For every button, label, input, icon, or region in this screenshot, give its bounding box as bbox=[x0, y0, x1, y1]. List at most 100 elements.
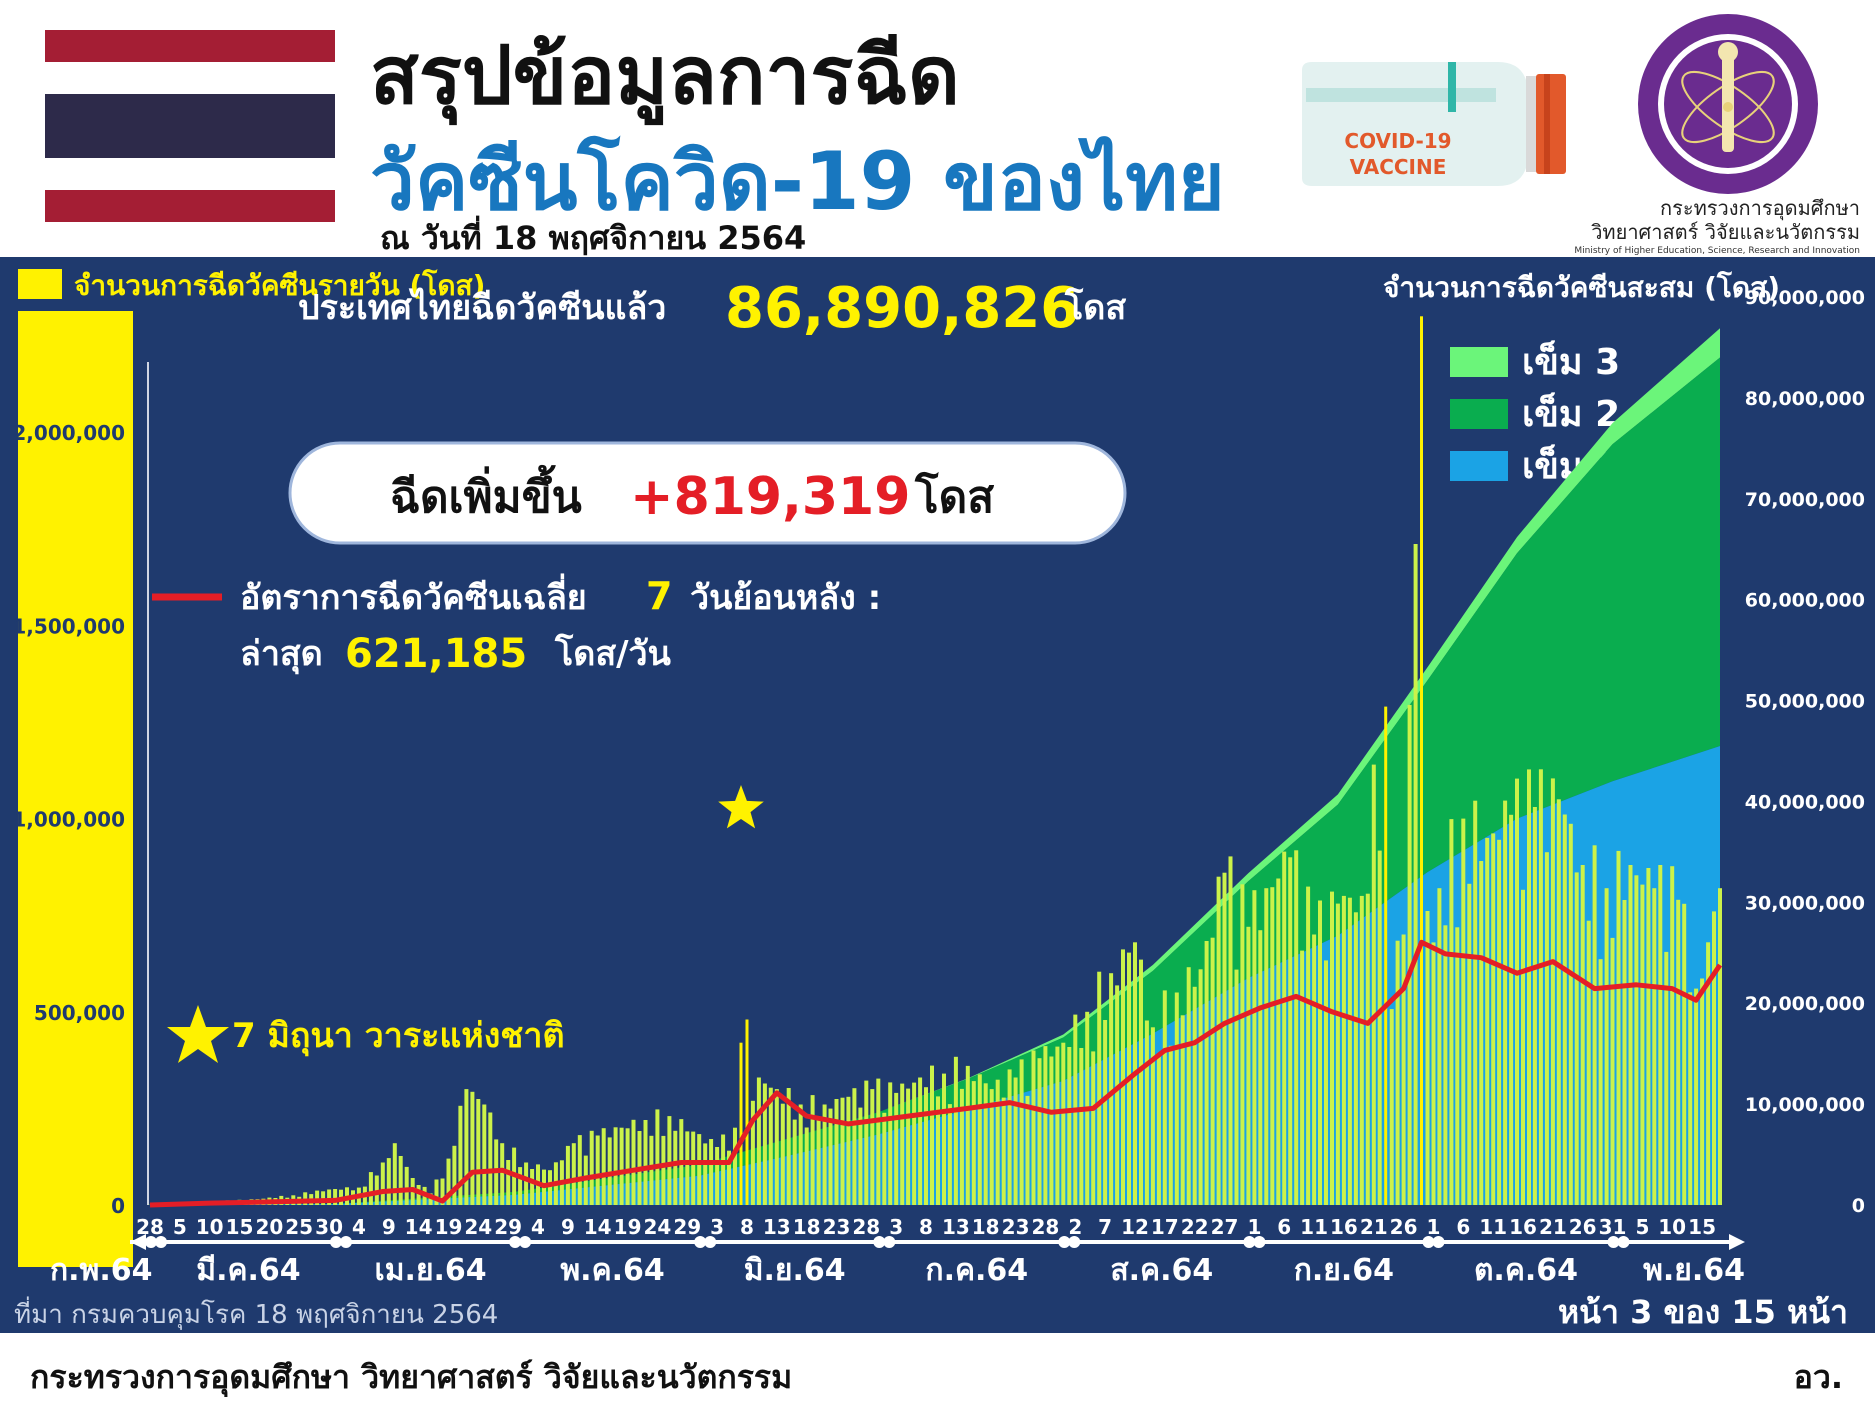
daily-bar bbox=[750, 1100, 755, 1205]
x-tick-label: 21 bbox=[1360, 1215, 1388, 1239]
month-boundary-dot bbox=[519, 1236, 532, 1248]
increase-value: +819,319 bbox=[630, 467, 910, 527]
daily-bar bbox=[1401, 934, 1406, 1205]
x-tick-label: 8 bbox=[919, 1215, 933, 1239]
x-tick-label: 10 bbox=[196, 1215, 224, 1239]
daily-bar bbox=[1485, 837, 1490, 1205]
daily-bar bbox=[1592, 845, 1597, 1205]
right-tick-label: 60,000,000 bbox=[1745, 590, 1865, 612]
footer-ministry: กระทรวงการอุดมศึกษา วิทยาศาสตร์ วิจัยและ… bbox=[30, 1358, 793, 1396]
x-tick-label: 14 bbox=[405, 1215, 433, 1239]
daily-bar bbox=[977, 1074, 982, 1205]
daily-bar bbox=[530, 1169, 535, 1205]
daily-bar bbox=[1139, 959, 1143, 1205]
x-tick-label: 9 bbox=[561, 1215, 575, 1239]
daily-bar bbox=[1646, 868, 1651, 1205]
month-label: มิ.ย.64 bbox=[744, 1253, 846, 1288]
x-tick-label: 13 bbox=[763, 1215, 791, 1239]
daily-bar bbox=[983, 1083, 988, 1205]
daily-bar bbox=[1079, 1048, 1084, 1205]
x-tick-label: 11 bbox=[1300, 1215, 1328, 1239]
month-boundary-dot bbox=[340, 1236, 352, 1248]
daily-bar bbox=[703, 1143, 708, 1205]
title-line-2: วัคซีนโควิด-19 ของไทย bbox=[370, 135, 1225, 228]
daily-bar bbox=[739, 1042, 743, 1205]
daily-bar bbox=[476, 1099, 481, 1205]
daily-bar bbox=[1174, 992, 1179, 1205]
x-tick-label: 11 bbox=[1479, 1215, 1507, 1239]
daily-bar bbox=[1156, 1054, 1161, 1205]
daily-bar bbox=[745, 1019, 749, 1205]
x-tick-label: 31 bbox=[1599, 1215, 1627, 1239]
month-boundary-dot bbox=[1068, 1236, 1081, 1248]
legend-swatch-dose3 bbox=[1450, 347, 1508, 377]
daily-bar bbox=[667, 1116, 672, 1205]
title-line-1: สรุปข้อมูลการฉีด bbox=[370, 29, 960, 122]
daily-bar bbox=[1001, 1097, 1006, 1205]
month-boundary-dot bbox=[883, 1236, 896, 1248]
daily-bar bbox=[1658, 865, 1663, 1205]
daily-bar bbox=[1664, 951, 1669, 1205]
daily-bar bbox=[1216, 876, 1221, 1205]
daily-bar bbox=[1652, 888, 1657, 1205]
x-tick-label: 27 bbox=[1211, 1215, 1239, 1239]
x-tick-label: 26 bbox=[1390, 1215, 1418, 1239]
daily-bar bbox=[548, 1170, 552, 1205]
daily-bar bbox=[595, 1135, 600, 1205]
daily-bar bbox=[697, 1134, 702, 1205]
daily-bar bbox=[368, 1172, 373, 1205]
daily-bar bbox=[631, 1119, 636, 1205]
daily-bar bbox=[458, 1105, 463, 1205]
daily-bar bbox=[386, 1158, 391, 1205]
daily-bar bbox=[625, 1128, 630, 1205]
daily-bar bbox=[1622, 900, 1627, 1205]
x-tick-label: 5 bbox=[1635, 1215, 1649, 1239]
daily-bar bbox=[1264, 888, 1269, 1205]
star-marker-icon bbox=[718, 785, 764, 829]
right-axis-title: จำนวนการฉีดวัคซีนสะสม (โดส) bbox=[1383, 270, 1780, 304]
daily-bar bbox=[1246, 926, 1251, 1205]
month-label: ส.ค.64 bbox=[1110, 1253, 1213, 1288]
x-tick-label: 6 bbox=[1456, 1215, 1470, 1239]
left-axis-title: จำนวนการฉีดวัคซีนรายวัน (โดส) bbox=[74, 268, 485, 302]
daily-bar bbox=[1013, 1077, 1018, 1205]
x-tick-label: 4 bbox=[531, 1215, 545, 1239]
x-tick-label: 19 bbox=[614, 1215, 642, 1239]
daily-bar bbox=[1556, 799, 1561, 1205]
daily-bar bbox=[792, 1119, 797, 1205]
daily-bar bbox=[721, 1134, 726, 1205]
daily-bar bbox=[398, 1156, 403, 1205]
daily-bar bbox=[1574, 872, 1579, 1205]
avg-label-a: อัตราการฉีดวัคซีนเฉลี่ย bbox=[240, 573, 587, 618]
daily-bar bbox=[1192, 986, 1197, 1205]
daily-bar bbox=[828, 1108, 833, 1205]
daily-bar bbox=[834, 1099, 839, 1205]
x-tick-label: 22 bbox=[1181, 1215, 1209, 1239]
right-tick-label: 0 bbox=[1852, 1195, 1865, 1217]
daily-bar bbox=[1037, 1058, 1042, 1205]
vaccine-label-1: COVID-19 bbox=[1344, 129, 1451, 153]
daily-bar bbox=[607, 1137, 612, 1205]
daily-bar bbox=[906, 1088, 911, 1205]
daily-bar bbox=[1282, 851, 1287, 1205]
left-tick-label: 0 bbox=[111, 1194, 125, 1218]
daily-bar bbox=[1043, 1046, 1048, 1205]
daily-bar bbox=[1347, 897, 1352, 1205]
daily-bar bbox=[655, 1109, 660, 1205]
left-tick-label: 2,000,000 bbox=[12, 421, 125, 445]
daily-bar bbox=[661, 1135, 666, 1205]
daily-bar bbox=[1497, 839, 1502, 1205]
daily-bar bbox=[452, 1145, 457, 1205]
daily-bar bbox=[1365, 893, 1370, 1205]
daily-bar bbox=[1586, 920, 1591, 1205]
daily-bar bbox=[1384, 706, 1388, 1205]
month-label: มี.ค.64 bbox=[196, 1253, 300, 1288]
daily-bar bbox=[1407, 704, 1412, 1205]
daily-bar bbox=[1031, 1050, 1036, 1205]
daily-bar bbox=[1598, 959, 1603, 1205]
daily-bar bbox=[882, 1112, 887, 1205]
month-boundary-dot bbox=[1253, 1236, 1266, 1248]
daily-bar bbox=[1324, 960, 1328, 1205]
daily-bar bbox=[971, 1081, 976, 1205]
daily-bar bbox=[1007, 1069, 1012, 1205]
